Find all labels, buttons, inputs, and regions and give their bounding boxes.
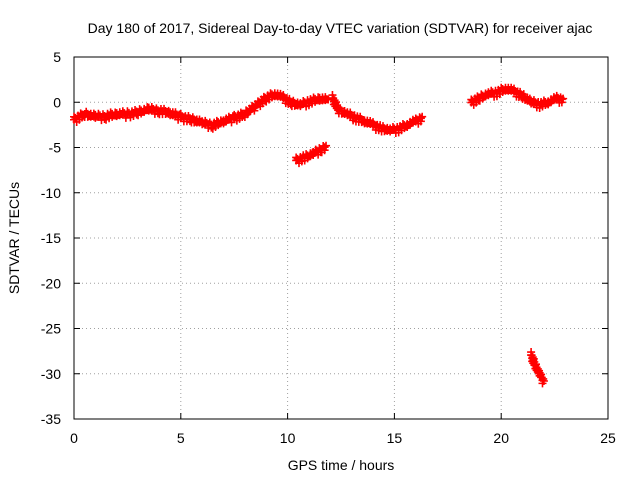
x-tick-label: 5 bbox=[177, 430, 185, 446]
y-tick-label: -30 bbox=[41, 366, 61, 382]
y-tick-label: -35 bbox=[41, 411, 61, 427]
x-axis-label: GPS time / hours bbox=[288, 457, 395, 473]
low-segment-1-point bbox=[322, 141, 331, 150]
low-segment-2-point bbox=[539, 376, 548, 385]
y-tick-label: -5 bbox=[49, 140, 62, 156]
main-track-point bbox=[227, 118, 236, 127]
y-tick-label: 5 bbox=[53, 49, 61, 65]
y-tick-label: -10 bbox=[41, 185, 61, 201]
x-tick-label: 0 bbox=[70, 430, 78, 446]
x-tick-label: 20 bbox=[493, 430, 509, 446]
low-segment-1-point bbox=[320, 146, 329, 155]
late-track-point bbox=[559, 94, 568, 103]
post-gap-track-point bbox=[418, 112, 427, 121]
y-tick-label: 0 bbox=[53, 94, 61, 110]
grid bbox=[74, 57, 608, 419]
y-tick-label: -20 bbox=[41, 275, 61, 291]
x-tick-label: 10 bbox=[280, 430, 296, 446]
y-tick-label: -25 bbox=[41, 321, 61, 337]
data-points bbox=[70, 83, 568, 388]
x-tick-label: 25 bbox=[600, 430, 616, 446]
y-tick-label: -15 bbox=[41, 230, 61, 246]
late-track-point bbox=[557, 98, 566, 107]
main-track-point bbox=[250, 106, 259, 115]
post-gap-track-point bbox=[416, 117, 425, 126]
main-track-point bbox=[239, 111, 248, 120]
y-axis-label: SDTVAR / TECUs bbox=[6, 182, 22, 294]
x-tick-label: 15 bbox=[387, 430, 403, 446]
axis-ticks: 0 5 10 15 20 25 5 0 -5 -10 -15 -20 -25 -30 -35 bbox=[41, 49, 616, 446]
chart-title: Day 180 of 2017, Sidereal Day-to-day VTE… bbox=[88, 20, 593, 36]
